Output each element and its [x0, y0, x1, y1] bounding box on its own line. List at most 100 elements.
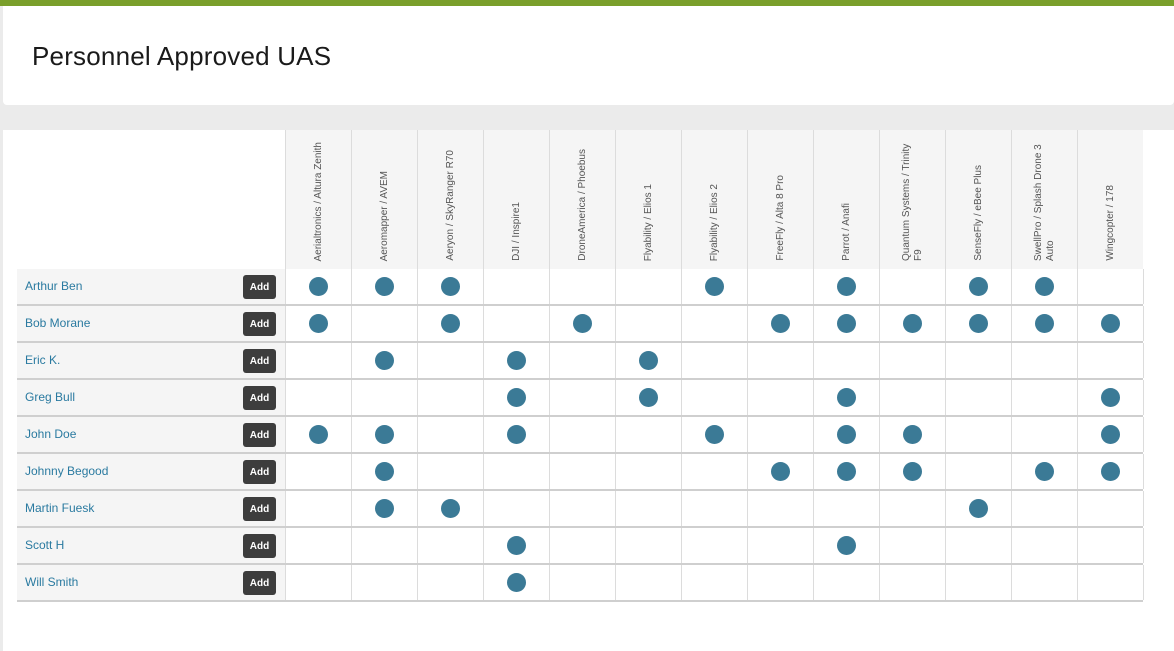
person-name-link[interactable]: Scott H [25, 538, 65, 552]
approval-cell [945, 454, 1011, 489]
add-button[interactable]: Add [243, 312, 276, 336]
row-end-border [1143, 528, 1144, 563]
person-name-link[interactable]: John Doe [25, 427, 77, 441]
row-header: Arthur Ben Add [17, 269, 285, 304]
approval-cell [615, 454, 681, 489]
approved-dot-icon [507, 536, 526, 555]
approval-cell [681, 528, 747, 563]
approval-matrix-card: Aerialtronics / Altura Zenith Aeromapper … [3, 130, 1174, 651]
approved-dot-icon [507, 388, 526, 407]
approval-cell [813, 491, 879, 526]
approval-cell [747, 343, 813, 378]
column-header: Aeryon / SkyRanger R70 [417, 130, 483, 269]
approval-cell [945, 343, 1011, 378]
table-row: John Doe Add [17, 417, 1144, 454]
add-button[interactable]: Add [243, 571, 276, 595]
column-header-label: Flyability / Elios 2 [708, 183, 720, 261]
column-header: FreeFly / Alta 8 Pro [747, 130, 813, 269]
column-header: Wingcopter / 178 [1077, 130, 1143, 269]
approval-cell [483, 417, 549, 452]
approval-cell [945, 491, 1011, 526]
approval-cell [417, 269, 483, 304]
row-header: Greg Bull Add [17, 380, 285, 415]
add-button[interactable]: Add [243, 349, 276, 373]
table-row: Bob Morane Add [17, 306, 1144, 343]
approval-cell [615, 380, 681, 415]
column-header-label: Flyability / Elios 1 [642, 183, 654, 261]
approval-cell [681, 269, 747, 304]
approval-cell [285, 269, 351, 304]
column-header: SenseFly / eBee Plus [945, 130, 1011, 269]
approval-cell [1011, 528, 1077, 563]
add-button[interactable]: Add [243, 423, 276, 447]
approval-cell [1011, 343, 1077, 378]
add-button[interactable]: Add [243, 460, 276, 484]
approval-cell [747, 528, 813, 563]
approval-cell [813, 380, 879, 415]
approval-cell [747, 454, 813, 489]
row-end-border [1143, 343, 1144, 378]
approval-cell [549, 343, 615, 378]
approval-cell [945, 565, 1011, 600]
row-header: Johnny Begood Add [17, 454, 285, 489]
approved-dot-icon [1101, 388, 1120, 407]
approved-dot-icon [507, 425, 526, 444]
approval-cell [681, 565, 747, 600]
approval-cell [1077, 491, 1143, 526]
add-button[interactable]: Add [243, 386, 276, 410]
approved-dot-icon [375, 351, 394, 370]
approved-dot-icon [441, 499, 460, 518]
approval-cell [285, 343, 351, 378]
approved-dot-icon [903, 425, 922, 444]
person-name-link[interactable]: Martin Fuesk [25, 501, 95, 515]
approved-dot-icon [309, 314, 328, 333]
table-row: Arthur Ben Add [17, 269, 1144, 306]
column-header-label: DroneAmerica / Phoebus [576, 149, 588, 261]
approval-cell [681, 343, 747, 378]
add-button[interactable]: Add [243, 275, 276, 299]
approval-cell [813, 269, 879, 304]
approval-cell [351, 343, 417, 378]
matrix-corner [17, 130, 285, 269]
person-name-link[interactable]: Bob Morane [25, 316, 91, 330]
add-button[interactable]: Add [243, 497, 276, 521]
person-name-link[interactable]: Arthur Ben [25, 279, 83, 293]
approval-cell [483, 528, 549, 563]
column-header: Quantum Systems / Trinity F9 [879, 130, 945, 269]
approved-dot-icon [837, 425, 856, 444]
person-name-link[interactable]: Eric K. [25, 353, 61, 367]
column-header: Flyability / Elios 2 [681, 130, 747, 269]
approval-cell [1077, 380, 1143, 415]
person-name-link[interactable]: Johnny Begood [25, 464, 109, 478]
row-header: Martin Fuesk Add [17, 491, 285, 526]
approved-dot-icon [1035, 314, 1054, 333]
approval-cell [285, 306, 351, 341]
approval-cell [351, 565, 417, 600]
approved-dot-icon [837, 277, 856, 296]
approval-cell [351, 528, 417, 563]
approval-cell [351, 454, 417, 489]
row-header: Eric K. Add [17, 343, 285, 378]
column-header-label: Aeryon / SkyRanger R70 [444, 150, 456, 261]
approved-dot-icon [1101, 314, 1120, 333]
approval-cell [417, 528, 483, 563]
approved-dot-icon [837, 388, 856, 407]
approval-cell [813, 528, 879, 563]
approval-cell [285, 417, 351, 452]
column-header-label: Parrot / Anafi [840, 203, 852, 261]
approval-cell [483, 343, 549, 378]
approved-dot-icon [837, 462, 856, 481]
row-end-border [1143, 306, 1144, 341]
person-name-link[interactable]: Will Smith [25, 575, 79, 589]
add-button[interactable]: Add [243, 534, 276, 558]
column-header-label: Aeromapper / AVEM [378, 170, 390, 261]
approval-cell [417, 565, 483, 600]
table-row: Eric K. Add [17, 343, 1144, 380]
approval-cell [615, 269, 681, 304]
column-header: DJI / Inspire1 [483, 130, 549, 269]
approval-cell [417, 417, 483, 452]
approval-cell [813, 565, 879, 600]
person-name-link[interactable]: Greg Bull [25, 390, 76, 404]
approval-cell [1077, 565, 1143, 600]
approval-cell [549, 306, 615, 341]
